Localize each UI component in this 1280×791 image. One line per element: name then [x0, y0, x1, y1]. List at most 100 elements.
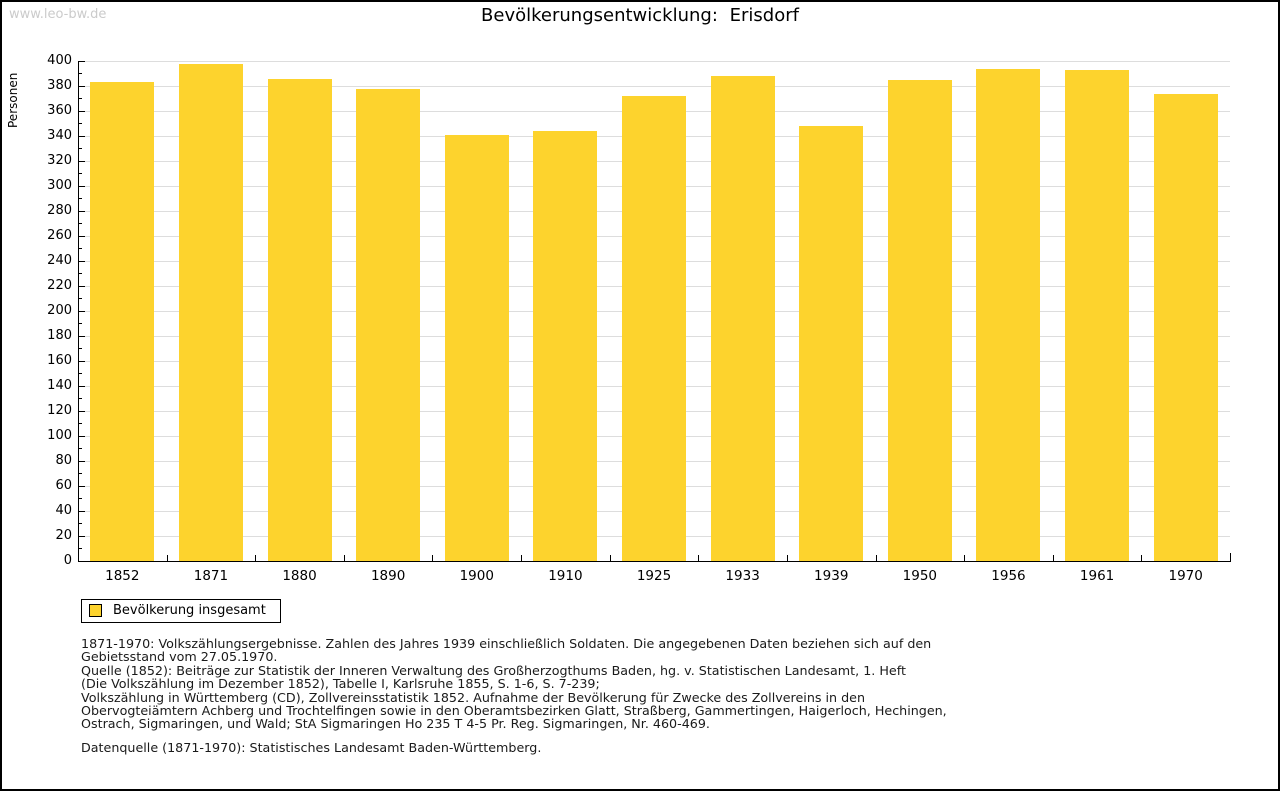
y-axis-minor-tick: [78, 398, 82, 399]
datasource-line: Datenquelle (1871-1970): Statistisches L…: [81, 740, 542, 755]
y-axis-minor-tick: [78, 498, 82, 499]
y-axis-minor-tick: [78, 223, 82, 224]
y-axis-minor-tick: [78, 548, 82, 549]
y-axis-major-tick: [78, 60, 85, 62]
y-axis-major-tick: [78, 210, 85, 212]
x-axis-tick: [1141, 555, 1143, 561]
source-note-line: Gebietsstand vom 27.05.1970.: [81, 649, 278, 665]
source-note-line: Quelle (1852): Beiträge zur Statistik de…: [81, 662, 906, 678]
y-axis-major-tick: [78, 110, 85, 112]
x-axis-line: [78, 561, 1231, 562]
bar: [976, 68, 1041, 561]
y-axis-major-tick: [78, 335, 85, 337]
gridline: [78, 60, 1230, 62]
legend-label: Bevölkerung insgesamt: [113, 603, 266, 618]
y-axis-minor-tick: [78, 98, 82, 99]
y-tick-label: 0: [63, 553, 72, 568]
y-axis-major-tick: [78, 310, 85, 312]
x-tick-label: 1900: [459, 568, 494, 584]
y-tick-label: 400: [47, 53, 72, 68]
bar: [444, 134, 509, 561]
y-tick-label: 320: [47, 153, 72, 168]
y-axis-minor-tick: [78, 448, 82, 449]
bar: [1065, 69, 1130, 561]
y-tick-label: 160: [47, 353, 72, 368]
y-tick-label: 80: [55, 453, 72, 468]
y-axis-major-tick: [78, 510, 85, 512]
y-tick-label: 380: [47, 78, 72, 93]
y-tick-label: 360: [47, 103, 72, 118]
y-axis-minor-tick: [78, 148, 82, 149]
y-tick-label: 140: [47, 378, 72, 393]
bar: [887, 79, 952, 561]
x-axis-tick: [166, 555, 168, 561]
y-axis-major-tick: [78, 85, 85, 87]
y-axis-minor-tick: [78, 473, 82, 474]
y-axis-major-tick: [78, 435, 85, 437]
y-axis-major-tick: [78, 485, 85, 487]
y-axis-minor-tick: [78, 198, 82, 199]
y-axis-minor-tick: [78, 523, 82, 524]
x-axis-tick: [432, 555, 434, 561]
y-tick-label: 100: [47, 428, 72, 443]
bar: [710, 76, 775, 561]
x-tick-label: 1956: [991, 568, 1026, 584]
source-note-line: Ostrach, Sigmaringen, und Wald; StA Sigm…: [81, 716, 710, 732]
y-axis-minor-tick: [78, 273, 82, 274]
x-axis-end-tick: [1230, 553, 1231, 561]
y-axis-minor-tick: [78, 423, 82, 424]
gridline: [78, 85, 1230, 87]
y-axis-major-tick: [78, 235, 85, 237]
bar: [622, 96, 686, 561]
x-tick-label: 1910: [548, 568, 583, 584]
bar: [90, 82, 155, 561]
source-note-line: Obervogteiämtern Achberg und Trochtelfin…: [81, 703, 947, 719]
y-tick-label: 300: [47, 178, 72, 193]
x-axis-tick: [964, 555, 966, 561]
x-tick-label: 1925: [636, 568, 672, 584]
legend-swatch-icon: [89, 604, 102, 617]
y-tick-label: 260: [47, 228, 72, 243]
x-axis-tick: [521, 555, 523, 561]
y-axis-major-tick: [78, 360, 85, 362]
y-tick-label: 60: [55, 478, 72, 493]
x-tick-label: 1890: [370, 568, 406, 584]
bar: [178, 63, 243, 561]
bar: [799, 126, 864, 561]
y-tick-label: 280: [47, 203, 72, 218]
source-note-line: Volkszählung in Württemberg (CD), Zollve…: [81, 689, 866, 705]
y-tick-label: 200: [47, 303, 72, 318]
x-axis-tick: [786, 555, 788, 561]
x-tick-label: 1933: [725, 568, 760, 584]
y-axis-minor-tick: [78, 298, 82, 299]
y-axis-minor-tick: [78, 173, 82, 174]
y-axis-major-tick: [78, 535, 85, 537]
x-axis-tick: [698, 555, 700, 561]
y-axis-major-tick: [78, 160, 85, 162]
y-axis-major-tick: [78, 410, 85, 412]
y-axis-line: [78, 61, 79, 561]
y-axis-minor-tick: [78, 73, 82, 74]
bar: [533, 131, 598, 561]
x-tick-label: 1852: [105, 568, 140, 584]
y-axis-major-tick: [78, 285, 85, 287]
bar: [1153, 93, 1218, 561]
y-tick-label: 180: [47, 328, 72, 343]
x-tick-label: 1970: [1168, 568, 1203, 584]
x-tick-label: 1880: [282, 568, 317, 584]
y-axis-minor-tick: [78, 348, 82, 349]
y-axis-minor-tick: [78, 248, 82, 249]
y-axis-minor-tick: [78, 323, 82, 324]
y-tick-label: 120: [47, 403, 72, 418]
source-note-line: 1871-1970: Volkszählungsergebnisse. Zahl…: [81, 636, 932, 651]
x-tick-label: 1871: [193, 568, 229, 584]
bar: [356, 88, 421, 561]
y-tick-label: 20: [55, 528, 72, 543]
x-tick-label: 1939: [814, 568, 849, 584]
source-note-line: (Die Volkszählung im Dezember 1852), Tab…: [81, 676, 600, 692]
source-notes: 1871-1970: Volkszählungsergebnisse. Zahl…: [81, 636, 947, 732]
watermark: www.leo-bw.de: [9, 7, 107, 22]
x-axis-tick: [343, 555, 345, 561]
